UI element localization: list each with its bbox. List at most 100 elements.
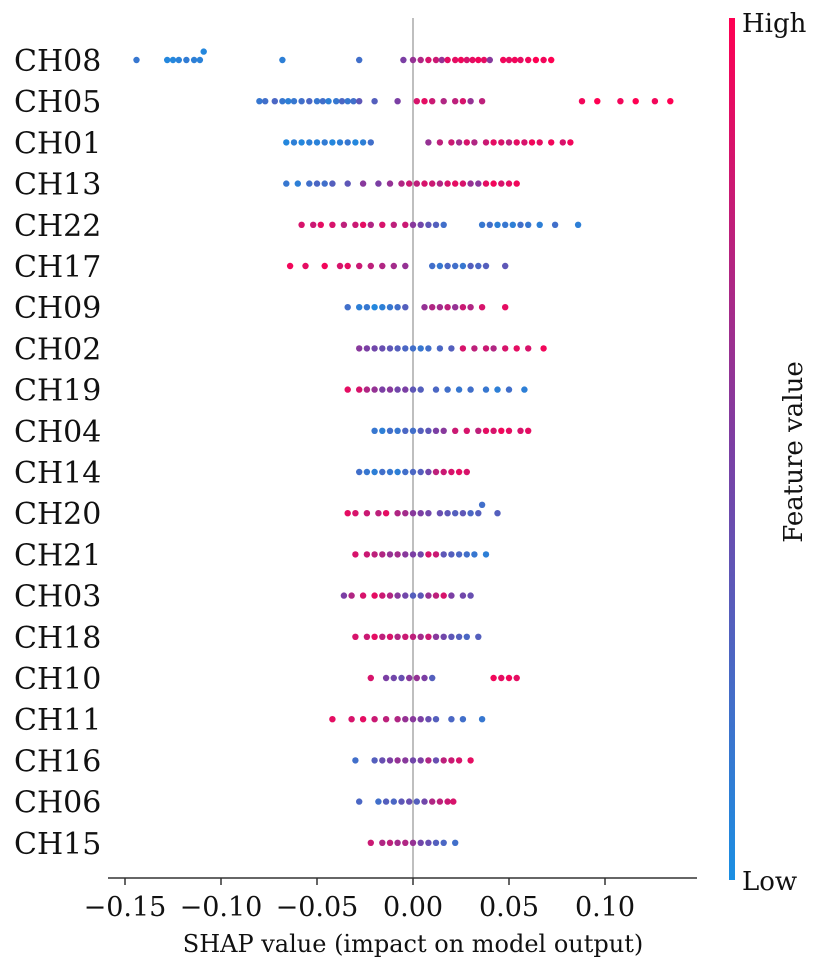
shap-point <box>417 221 424 228</box>
shap-point <box>413 180 420 187</box>
shap-point <box>417 386 424 393</box>
shap-point <box>344 304 351 311</box>
shap-point <box>425 468 432 476</box>
shap-point <box>617 98 624 105</box>
shap-point <box>440 427 447 434</box>
shap-point <box>425 427 432 434</box>
shap-point <box>382 798 390 805</box>
shap-point <box>440 592 447 599</box>
shap-point <box>367 139 374 146</box>
shap-point <box>425 716 432 723</box>
shap-point <box>290 139 298 146</box>
shap-point <box>417 716 424 723</box>
shap-point <box>452 180 459 187</box>
shap-point <box>190 56 198 64</box>
shap-point <box>452 98 459 105</box>
shap-point <box>409 345 417 352</box>
shap-point <box>459 262 467 270</box>
shap-point <box>417 757 424 764</box>
shap-point <box>352 633 359 640</box>
shap-point <box>478 304 486 311</box>
shap-point <box>363 510 371 517</box>
shap-point <box>448 468 455 476</box>
shap-point <box>463 56 470 64</box>
shap-point <box>452 510 459 517</box>
shap-point <box>475 56 482 64</box>
shap-point <box>279 98 286 105</box>
feature-label: CH08 <box>14 44 101 79</box>
shap-point <box>417 345 424 352</box>
shap-point <box>386 468 394 476</box>
shap-point <box>379 345 386 352</box>
shap-point <box>448 633 455 640</box>
shap-point <box>382 716 390 723</box>
shap-point <box>409 551 417 558</box>
shap-point <box>363 468 371 476</box>
shap-point <box>313 98 321 105</box>
shap-point <box>471 139 478 146</box>
shap-point <box>363 345 371 352</box>
shap-point <box>310 221 317 228</box>
shap-point <box>359 221 367 228</box>
shap-point <box>567 139 574 146</box>
shap-point <box>505 180 513 187</box>
shap-point <box>390 262 397 270</box>
shap-point <box>505 56 513 64</box>
shap-point <box>455 757 463 764</box>
shap-point <box>283 180 290 187</box>
shap-point <box>371 468 378 476</box>
shap-point <box>390 798 397 805</box>
shap-point <box>409 839 417 846</box>
shap-point <box>386 427 394 434</box>
shap-point <box>175 56 182 64</box>
shap-point <box>344 262 351 270</box>
shap-point <box>402 221 409 228</box>
shap-point <box>425 56 432 64</box>
shap-point <box>196 56 204 64</box>
shap-point <box>329 139 336 146</box>
shap-point <box>371 304 378 311</box>
shap-point <box>455 468 463 476</box>
shap-point <box>317 221 324 228</box>
shap-point <box>363 551 371 558</box>
x-tick-label: 0.05 <box>479 892 539 923</box>
shap-point <box>459 345 467 352</box>
shap-point <box>402 633 409 640</box>
shap-point <box>356 386 363 393</box>
shap-point <box>432 386 440 393</box>
shap-point <box>329 221 336 228</box>
shap-point <box>436 304 444 311</box>
shap-point <box>356 468 363 476</box>
shap-point <box>409 468 417 476</box>
shap-point <box>513 674 520 682</box>
shap-point <box>340 592 348 599</box>
shap-point <box>406 674 413 682</box>
feature-label: CH21 <box>14 538 101 573</box>
shap-point <box>394 98 401 105</box>
shap-point <box>400 56 407 64</box>
shap-point <box>517 221 524 228</box>
shap-point <box>425 633 432 640</box>
shap-point <box>290 98 298 105</box>
shap-point <box>421 98 428 105</box>
shap-point <box>398 798 405 805</box>
shap-point <box>459 592 467 599</box>
shap-point <box>379 427 386 434</box>
shap-point <box>438 56 445 64</box>
shap-point <box>394 386 401 393</box>
shap-point <box>321 180 328 187</box>
shap-point <box>402 345 409 352</box>
shap-point <box>371 592 378 599</box>
shap-point <box>452 262 459 270</box>
shap-point <box>306 139 313 146</box>
shap-point <box>425 551 432 558</box>
feature-label: CH06 <box>14 786 101 821</box>
shap-point <box>440 839 447 846</box>
shap-point <box>444 510 451 517</box>
shap-point <box>402 592 409 599</box>
shap-point <box>409 386 417 393</box>
shap-point <box>406 180 413 187</box>
shap-point <box>436 262 444 270</box>
shap-point <box>429 98 436 105</box>
feature-label: CH03 <box>14 580 101 615</box>
